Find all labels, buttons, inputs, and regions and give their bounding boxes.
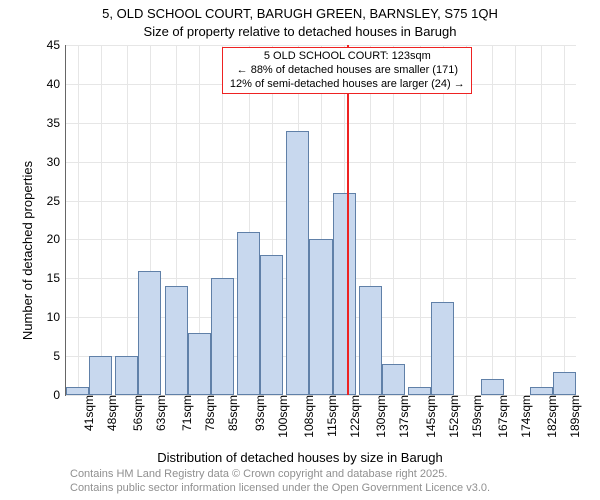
y-axis-label: Number of detached properties xyxy=(21,160,36,339)
histogram-bar xyxy=(138,271,161,395)
x-tick-label: 93sqm xyxy=(253,395,259,431)
x-tick-label: 174sqm xyxy=(519,395,525,438)
histogram-bar xyxy=(359,286,382,395)
x-tick-label: 100sqm xyxy=(276,395,282,438)
gridline-v xyxy=(101,45,102,395)
gridline-v xyxy=(492,45,493,395)
histogram-bar xyxy=(408,387,431,395)
x-tick-label: 137sqm xyxy=(397,395,403,438)
gridline-v xyxy=(127,45,128,395)
x-tick-label: 78sqm xyxy=(203,395,209,431)
y-tick-label: 15 xyxy=(47,271,66,285)
histogram-bar xyxy=(165,286,188,395)
x-tick-label: 108sqm xyxy=(302,395,308,438)
x-tick-label: 71sqm xyxy=(180,395,186,431)
annotation-box: 5 OLD SCHOOL COURT: 123sqm← 88% of detac… xyxy=(222,47,472,94)
x-tick-label: 85sqm xyxy=(226,395,232,431)
histogram-bar xyxy=(260,255,283,395)
y-tick-label: 40 xyxy=(47,77,66,91)
histogram-bar xyxy=(431,302,454,395)
histogram-bar xyxy=(333,193,356,395)
x-tick-label: 48sqm xyxy=(105,395,111,431)
x-tick-label: 167sqm xyxy=(496,395,502,438)
x-tick-label: 122sqm xyxy=(348,395,354,438)
histogram-bar xyxy=(309,239,332,395)
gridline-v xyxy=(564,45,565,395)
annotation-line2: ← 88% of detached houses are smaller (17… xyxy=(227,64,467,78)
histogram-bar xyxy=(115,356,138,395)
y-tick-label: 20 xyxy=(47,232,66,246)
histogram-bar xyxy=(188,333,211,395)
y-axis-label-wrap: Number of detached properties xyxy=(20,0,36,500)
x-tick-label: 56sqm xyxy=(131,395,137,431)
x-tick-label: 63sqm xyxy=(154,395,160,431)
footer-line1: Contains HM Land Registry data © Crown c… xyxy=(70,468,490,482)
y-tick-label: 10 xyxy=(47,310,66,324)
histogram-bar xyxy=(382,364,405,395)
histogram-bar xyxy=(530,387,553,395)
plot-area: 05101520253035404541sqm48sqm56sqm63sqm71… xyxy=(65,45,576,396)
chart-title-line2: Size of property relative to detached ho… xyxy=(0,24,600,39)
y-tick-label: 0 xyxy=(53,388,66,402)
x-axis-label: Distribution of detached houses by size … xyxy=(0,450,600,465)
property-marker-line xyxy=(347,45,349,395)
gridline-v xyxy=(78,45,79,395)
x-tick-label: 159sqm xyxy=(470,395,476,438)
gridline-v xyxy=(541,45,542,395)
y-tick-label: 30 xyxy=(47,155,66,169)
footer-attribution: Contains HM Land Registry data © Crown c… xyxy=(70,468,490,496)
y-tick-label: 35 xyxy=(47,116,66,130)
gridline-v xyxy=(393,45,394,395)
x-tick-label: 145sqm xyxy=(424,395,430,438)
x-tick-label: 130sqm xyxy=(374,395,380,438)
annotation-line1: 5 OLD SCHOOL COURT: 123sqm xyxy=(227,50,467,64)
gridline-v xyxy=(420,45,421,395)
gridline-v xyxy=(515,45,516,395)
x-tick-label: 152sqm xyxy=(447,395,453,438)
x-tick-label: 41sqm xyxy=(82,395,88,431)
x-tick-label: 182sqm xyxy=(545,395,551,438)
histogram-bar xyxy=(286,131,309,395)
histogram-bar xyxy=(553,372,576,395)
histogram-bar xyxy=(237,232,260,395)
gridline-v xyxy=(466,45,467,395)
x-tick-label: 115sqm xyxy=(325,395,331,437)
annotation-line3: 12% of semi-detached houses are larger (… xyxy=(227,78,467,92)
footer-line2: Contains public sector information licen… xyxy=(70,482,490,496)
histogram-bar xyxy=(481,379,504,395)
chart-title-line1: 5, OLD SCHOOL COURT, BARUGH GREEN, BARNS… xyxy=(0,6,600,21)
histogram-bar xyxy=(89,356,112,395)
y-tick-label: 45 xyxy=(47,38,66,52)
histogram-bar xyxy=(66,387,89,395)
histogram-bar xyxy=(211,278,234,395)
x-tick-label: 189sqm xyxy=(568,395,574,438)
y-tick-label: 25 xyxy=(47,194,66,208)
y-tick-label: 5 xyxy=(53,349,66,363)
